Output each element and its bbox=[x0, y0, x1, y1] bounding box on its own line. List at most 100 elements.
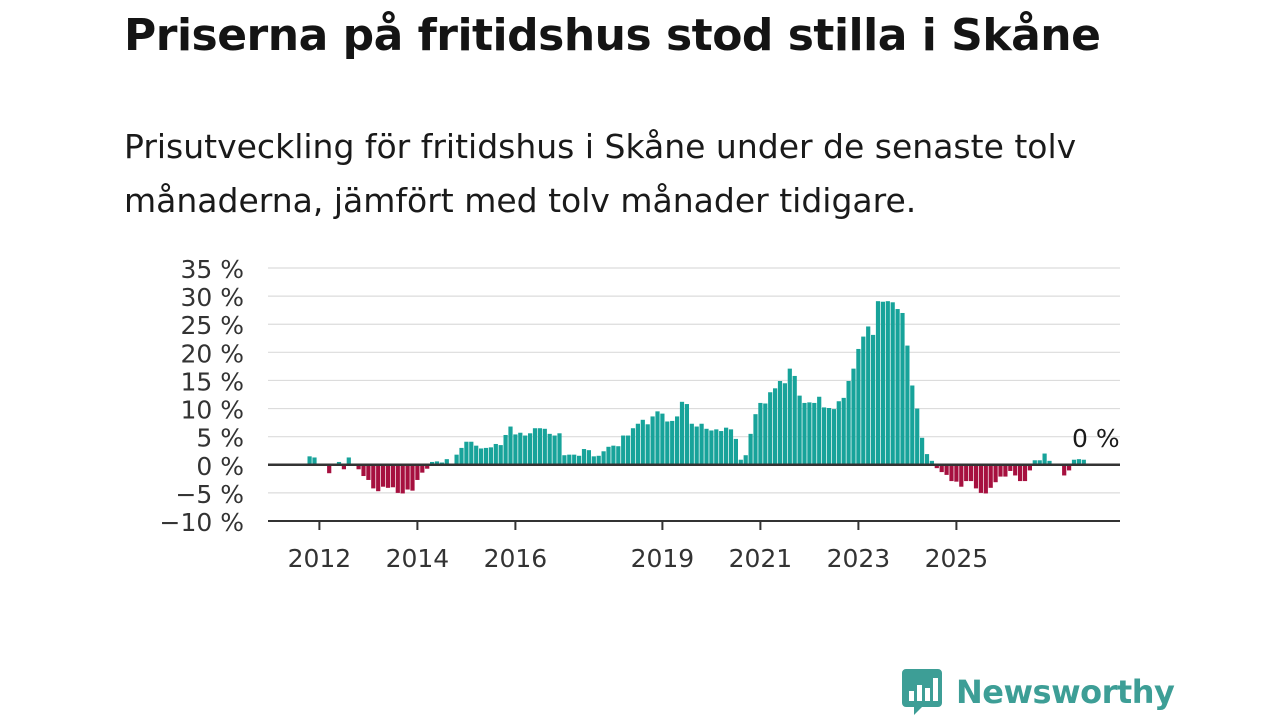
bar bbox=[709, 430, 714, 465]
bar bbox=[856, 348, 861, 465]
bar bbox=[1071, 459, 1077, 465]
bar bbox=[983, 464, 988, 494]
bar bbox=[665, 421, 670, 465]
bar bbox=[650, 416, 655, 465]
bar bbox=[346, 457, 351, 465]
bar bbox=[699, 423, 704, 465]
bar bbox=[493, 443, 498, 465]
chart-title: Priserna på fritidshus stod stilla i Skå… bbox=[124, 10, 1101, 61]
bar bbox=[969, 464, 974, 482]
bar bbox=[1022, 464, 1028, 482]
bar bbox=[444, 459, 449, 465]
bar bbox=[557, 433, 562, 465]
bar bbox=[748, 433, 753, 465]
bar bbox=[841, 397, 846, 465]
bar bbox=[871, 334, 876, 465]
bar bbox=[895, 309, 900, 465]
bar bbox=[768, 392, 773, 465]
y-tick-label: 5 % bbox=[196, 424, 244, 453]
bar bbox=[797, 395, 802, 465]
bar bbox=[410, 464, 415, 491]
bar bbox=[792, 375, 797, 465]
bar bbox=[724, 427, 729, 465]
bar bbox=[905, 345, 910, 465]
bar bbox=[1032, 460, 1037, 465]
bar bbox=[327, 464, 332, 474]
bar bbox=[782, 383, 787, 465]
y-tick-label: 30 % bbox=[180, 283, 244, 312]
newsworthy-chart-bubble-icon bbox=[902, 669, 942, 715]
bar bbox=[508, 426, 513, 465]
y-tick-label: 10 % bbox=[180, 396, 244, 425]
bar bbox=[547, 433, 552, 465]
bar bbox=[880, 301, 885, 465]
x-tick-label: 2021 bbox=[729, 544, 793, 573]
bar bbox=[1067, 464, 1072, 471]
bar bbox=[1062, 464, 1067, 476]
bar bbox=[1008, 464, 1013, 471]
y-tick-label: 0 % bbox=[196, 452, 244, 481]
x-tick-label: 2016 bbox=[484, 544, 548, 573]
bar bbox=[851, 368, 856, 465]
bar bbox=[356, 464, 361, 470]
bar bbox=[562, 455, 567, 465]
bar bbox=[1013, 464, 1018, 476]
bar bbox=[777, 381, 783, 465]
bar bbox=[694, 426, 699, 465]
bar bbox=[606, 446, 611, 465]
bar bbox=[714, 429, 719, 465]
bar bbox=[1076, 459, 1081, 465]
bar bbox=[758, 402, 763, 465]
bar bbox=[581, 449, 587, 465]
bar bbox=[817, 396, 822, 465]
bar bbox=[900, 312, 905, 465]
bar bbox=[954, 464, 959, 482]
bar bbox=[675, 416, 680, 465]
bar bbox=[567, 454, 572, 465]
chart-subtitle: Prisutveckling för fritidshus i Skåne un… bbox=[124, 127, 1077, 220]
bar bbox=[626, 435, 631, 465]
bar bbox=[655, 411, 660, 465]
bar bbox=[822, 407, 827, 465]
bar bbox=[430, 461, 435, 465]
x-tick-label: 2012 bbox=[288, 544, 352, 573]
bar bbox=[753, 414, 758, 465]
bar bbox=[503, 434, 508, 465]
bar bbox=[616, 446, 621, 465]
y-tick-label: −5 % bbox=[175, 480, 244, 509]
bar bbox=[434, 461, 440, 465]
bar bbox=[949, 464, 954, 482]
bar bbox=[988, 464, 993, 488]
bar bbox=[552, 435, 557, 465]
bar bbox=[459, 447, 464, 465]
bar bbox=[601, 451, 606, 465]
bar bbox=[998, 464, 1003, 477]
bar bbox=[528, 433, 533, 465]
bar bbox=[635, 423, 640, 465]
bar bbox=[944, 464, 949, 475]
bar bbox=[542, 428, 547, 465]
x-tick-label: 2023 bbox=[827, 544, 891, 573]
bar bbox=[518, 432, 523, 465]
bar bbox=[341, 464, 346, 470]
bar bbox=[738, 459, 743, 465]
bar bbox=[826, 407, 832, 465]
bar bbox=[586, 450, 591, 465]
bar bbox=[773, 388, 778, 465]
bar bbox=[1081, 459, 1086, 465]
bar bbox=[915, 408, 920, 465]
bar bbox=[787, 368, 792, 465]
bar bbox=[890, 302, 895, 465]
bar bbox=[483, 447, 489, 465]
y-tick-label: 20 % bbox=[180, 339, 244, 368]
bar bbox=[964, 464, 969, 482]
bar bbox=[591, 456, 596, 465]
bar bbox=[474, 445, 479, 465]
bar bbox=[831, 409, 836, 465]
y-tick-label: −10 % bbox=[160, 508, 244, 537]
bar bbox=[743, 455, 748, 465]
bar bbox=[689, 423, 694, 465]
bar bbox=[395, 464, 400, 493]
bar bbox=[361, 464, 366, 477]
